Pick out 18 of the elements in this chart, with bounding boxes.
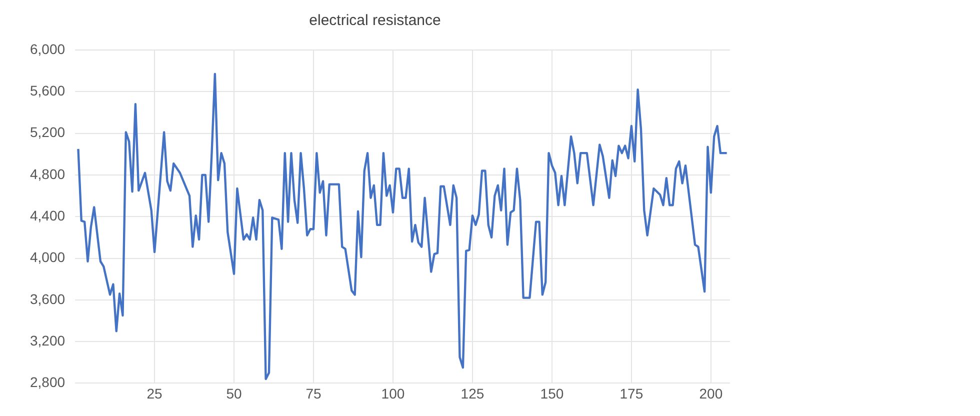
y-tick-label: 5,600 (30, 82, 66, 99)
y-tick-label: 6,000 (30, 40, 66, 57)
x-tick-label: 125 (460, 385, 484, 402)
x-tick-label: 50 (226, 385, 242, 402)
chart-title: electrical resistance (309, 12, 441, 30)
x-tick-label: 25 (146, 385, 163, 402)
y-tick-label: 3,200 (30, 332, 66, 348)
y-tick-label: 4,000 (30, 249, 66, 266)
y-tick-label: 4,800 (30, 166, 66, 182)
y-tick-label: 5,200 (30, 124, 66, 140)
x-tick-label: 200 (699, 385, 723, 402)
y-tick-label: 2,800 (30, 374, 66, 390)
y-tick-label: 4,400 (30, 207, 66, 224)
x-tick-label: 75 (306, 385, 322, 402)
x-tick-label: 100 (381, 385, 405, 402)
x-tick-label: 175 (620, 385, 644, 402)
y-tick-label: 3,600 (30, 290, 66, 307)
x-tick-label: 150 (540, 385, 564, 402)
